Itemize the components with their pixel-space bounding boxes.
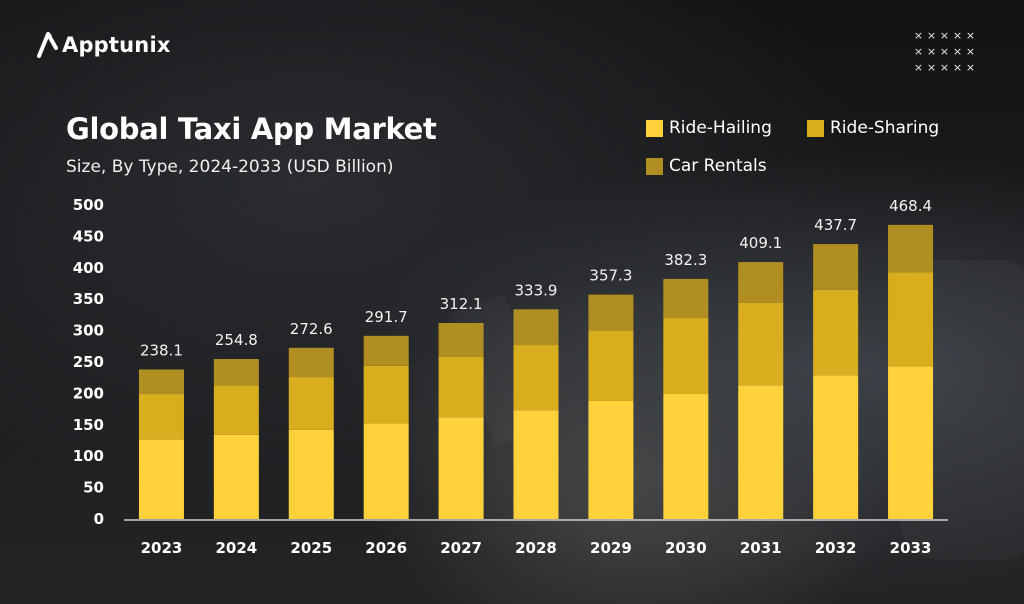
total-data-label: 437.7 — [814, 216, 857, 234]
bar-segment-ride-sharing — [438, 356, 484, 418]
bar-segment-ride-hailing — [438, 417, 484, 519]
total-data-label: 291.7 — [365, 308, 408, 326]
bar-segment-ride-hailing — [288, 429, 334, 519]
bar-segment-car-rentals — [213, 358, 259, 386]
bar-segment-car-rentals — [663, 278, 709, 319]
bar-segment-ride-sharing — [588, 330, 634, 401]
total-data-label: 272.6 — [290, 320, 333, 338]
total-data-label: 238.1 — [140, 341, 183, 359]
dot-mark: × — [965, 45, 976, 58]
dot-mark: × — [939, 29, 950, 42]
bar-segment-ride-sharing — [888, 272, 934, 367]
total-data-label: 468.4 — [889, 197, 932, 215]
bar-segment-ride-hailing — [138, 439, 184, 519]
dot-mark: × — [965, 61, 976, 74]
chart-subtitle: Size, By Type, 2024-2033 (USD Billion) — [66, 157, 394, 177]
bar-segment-ride-sharing — [663, 318, 709, 395]
dot-mark: × — [926, 29, 937, 42]
y-tick-label: 450 — [73, 227, 104, 245]
dot-mark: × — [952, 29, 963, 42]
dot-mark: × — [913, 29, 924, 42]
dot-mark: × — [965, 29, 976, 42]
bar-segment-ride-sharing — [213, 385, 259, 435]
total-data-label: 409.1 — [739, 234, 782, 252]
y-tick-label: 200 — [73, 384, 104, 402]
decorative-dot-grid: × × × × × × × × × × × × × × × — [912, 28, 977, 76]
bar-segment-ride-hailing — [588, 400, 634, 519]
bar-segment-ride-sharing — [738, 302, 784, 386]
y-tick-label: 150 — [73, 416, 104, 434]
legend-swatch-car-rentals — [646, 157, 663, 175]
y-tick-label: 350 — [73, 290, 104, 308]
bar-segment-car-rentals — [813, 244, 859, 290]
bar-segment-ride-sharing — [288, 377, 334, 430]
bar-segment-ride-hailing — [213, 434, 259, 519]
bar-segment-ride-hailing — [738, 385, 784, 519]
total-data-label: 254.8 — [215, 331, 258, 349]
total-data-label: 357.3 — [589, 267, 632, 285]
x-tick-label: 2030 — [665, 539, 707, 557]
legend-swatch-ride-hailing — [646, 119, 663, 137]
x-tick-label: 2033 — [890, 539, 932, 557]
dot-mark: × — [913, 61, 924, 74]
y-tick-label: 400 — [73, 259, 104, 277]
y-tick-label: 50 — [83, 479, 104, 497]
apptunix-logo-icon — [37, 32, 58, 58]
x-tick-label: 2027 — [440, 539, 482, 557]
bar-segment-ride-hailing — [663, 394, 709, 519]
dot-mark: × — [939, 61, 950, 74]
total-data-label: 333.9 — [515, 281, 558, 299]
dot-mark: × — [913, 45, 924, 58]
legend-label-car-rentals: Car Rentals — [669, 156, 767, 176]
bar-segment-car-rentals — [363, 335, 409, 366]
y-tick-label: 100 — [73, 447, 104, 465]
brand-name: Apptunix — [62, 33, 171, 57]
total-data-label: 312.1 — [440, 295, 483, 313]
x-tick-label: 2023 — [141, 539, 183, 557]
bar-segment-car-rentals — [588, 294, 634, 331]
x-tick-label: 2026 — [365, 539, 407, 557]
bar-segment-ride-sharing — [813, 289, 859, 376]
bar-segment-car-rentals — [138, 369, 184, 395]
dot-mark: × — [952, 45, 963, 58]
bar-segment-car-rentals — [738, 262, 784, 303]
chart-title: Global Taxi App Market — [66, 112, 437, 146]
dot-mark: × — [926, 45, 937, 58]
bar-segment-ride-hailing — [813, 375, 859, 519]
x-tick-label: 2031 — [740, 539, 782, 557]
dot-mark: × — [939, 45, 950, 58]
x-tick-label: 2028 — [515, 539, 557, 557]
x-tick-label: 2025 — [290, 539, 332, 557]
x-tick-label: 2029 — [590, 539, 632, 557]
bar-segment-car-rentals — [513, 309, 559, 346]
dot-mark: × — [952, 61, 963, 74]
brand-logo: Apptunix — [36, 30, 171, 60]
legend-item-ride-sharing: Ride-Sharing — [807, 118, 939, 138]
bar-segment-ride-hailing — [363, 423, 409, 519]
legend-label-ride-hailing: Ride-Hailing — [669, 118, 772, 138]
bar-segment-ride-sharing — [513, 345, 559, 411]
bar-segment-car-rentals — [438, 323, 484, 357]
y-tick-label: 0 — [94, 510, 104, 528]
bar-segment-car-rentals — [288, 347, 334, 378]
bar-segment-ride-sharing — [138, 394, 184, 440]
legend-item-ride-hailing: Ride-Hailing — [646, 118, 772, 138]
dot-mark: × — [926, 61, 937, 74]
bar-segment-ride-hailing — [888, 366, 934, 519]
x-tick-label: 2024 — [215, 539, 257, 557]
bar-segment-ride-sharing — [363, 365, 409, 424]
x-tick-label: 2032 — [815, 539, 857, 557]
y-tick-label: 300 — [73, 322, 104, 340]
legend-swatch-ride-sharing — [807, 119, 824, 137]
legend-label-ride-sharing: Ride-Sharing — [830, 118, 940, 138]
bar-segment-car-rentals — [888, 224, 934, 273]
y-tick-label: 250 — [73, 353, 104, 371]
y-tick-label: 500 — [73, 196, 104, 214]
total-data-label: 382.3 — [664, 251, 707, 269]
legend-item-car-rentals: Car Rentals — [646, 156, 767, 176]
bar-segment-ride-hailing — [513, 410, 559, 519]
